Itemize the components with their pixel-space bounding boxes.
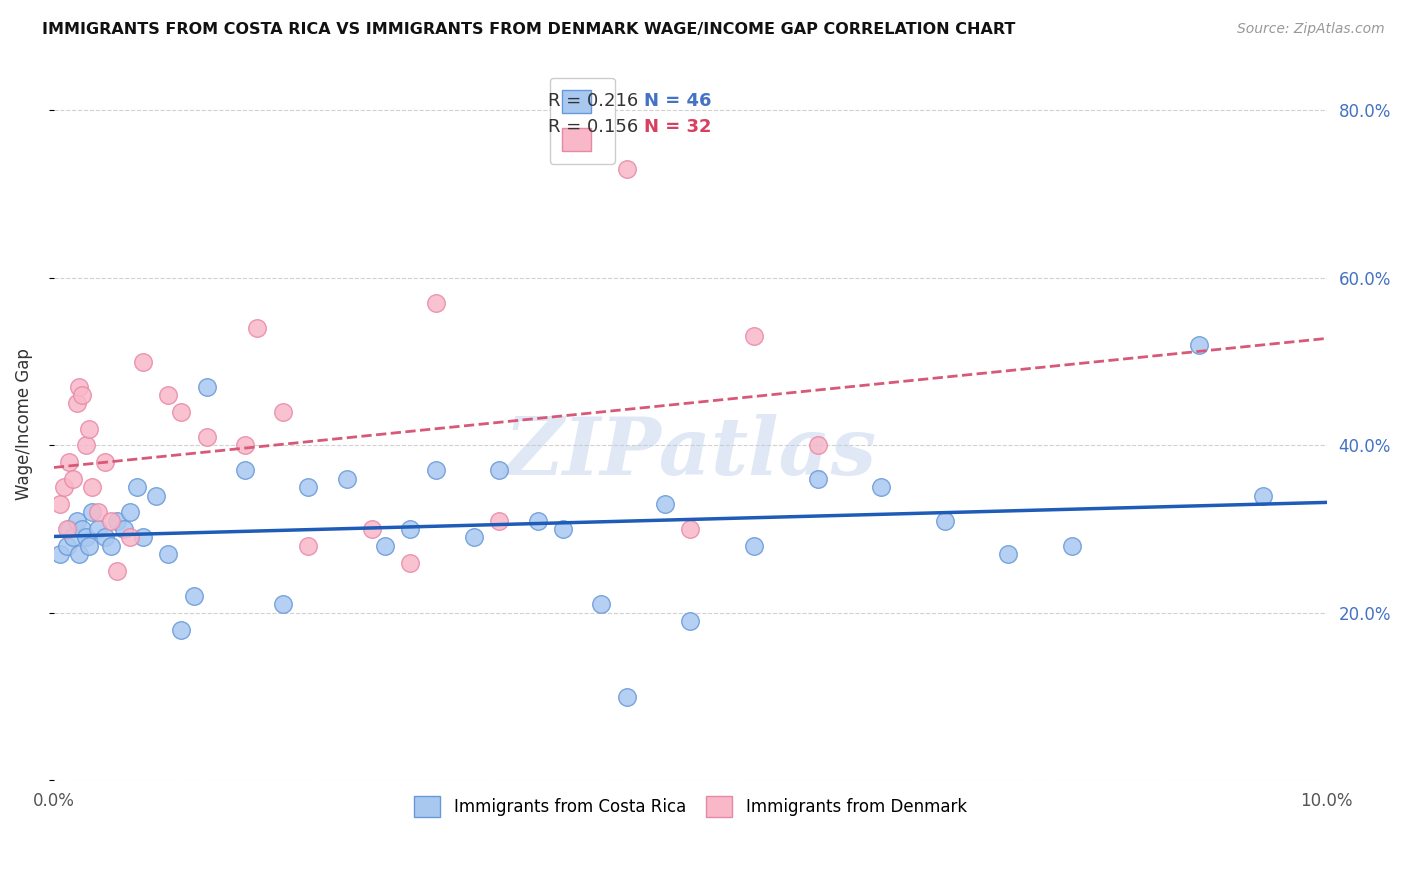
Point [1062, 539, 1084, 553]
Point [120, 505, 142, 519]
Point [107, 564, 129, 578]
Point [70, 388, 93, 402]
Point [66, 514, 89, 528]
Point [463, 531, 485, 545]
Point [80, 480, 103, 494]
Point [997, 547, 1019, 561]
Point [58, 455, 80, 469]
Point [526, 514, 548, 528]
Point [170, 623, 193, 637]
Text: ZIPatlas: ZIPatlas [505, 414, 876, 491]
Point [67, 547, 90, 561]
Point [107, 514, 129, 528]
Legend: Immigrants from Costa Rica, Immigrants from Denmark: Immigrants from Costa Rica, Immigrants f… [405, 788, 976, 825]
Point [49, 497, 72, 511]
Text: N = 46: N = 46 [644, 92, 711, 110]
Point [100, 514, 122, 528]
Point [271, 405, 294, 419]
Point [399, 522, 422, 536]
Text: IMMIGRANTS FROM COSTA RICA VS IMMIGRANTS FROM DENMARK WAGE/INCOME GAP CORRELATIO: IMMIGRANTS FROM COSTA RICA VS IMMIGRANTS… [42, 22, 1015, 37]
Text: Source: ZipAtlas.com: Source: ZipAtlas.com [1237, 22, 1385, 37]
Point [297, 539, 319, 553]
Point [336, 472, 359, 486]
Point [67, 380, 90, 394]
Point [806, 438, 828, 452]
Point [157, 388, 180, 402]
Point [112, 522, 135, 536]
Point [195, 430, 218, 444]
Point [75, 531, 97, 545]
Y-axis label: Wage/Income Gap: Wage/Income Gap [15, 349, 32, 500]
Text: N = 32: N = 32 [644, 118, 711, 136]
Point [70, 522, 93, 536]
Point [591, 598, 613, 612]
Point [488, 463, 510, 477]
Point [616, 161, 638, 176]
Point [80, 505, 103, 519]
Point [55, 522, 77, 536]
Point [94, 455, 117, 469]
Point [551, 522, 574, 536]
Point [75, 438, 97, 452]
Point [49, 547, 72, 561]
Point [679, 614, 702, 628]
Point [195, 380, 218, 394]
Point [58, 522, 80, 536]
Point [870, 480, 893, 494]
Point [246, 321, 269, 335]
Point [157, 547, 180, 561]
Point [62, 531, 84, 545]
Point [425, 463, 447, 477]
Point [742, 329, 765, 343]
Point [616, 690, 638, 704]
Point [233, 463, 256, 477]
Point [79, 421, 101, 435]
Point [66, 396, 89, 410]
Point [1251, 489, 1274, 503]
Point [100, 539, 122, 553]
Point [233, 438, 256, 452]
Point [79, 539, 101, 553]
Point [62, 472, 84, 486]
Point [742, 539, 765, 553]
Point [374, 539, 396, 553]
Point [361, 522, 384, 536]
Point [53, 480, 76, 494]
Point [1188, 338, 1211, 352]
Point [425, 296, 447, 310]
Text: R = 0.216: R = 0.216 [548, 92, 638, 110]
Point [145, 489, 167, 503]
Point [132, 531, 155, 545]
Point [654, 497, 676, 511]
Point [806, 472, 828, 486]
Point [132, 354, 155, 368]
Point [297, 480, 319, 494]
Point [94, 531, 117, 545]
Point [679, 522, 702, 536]
Point [87, 522, 110, 536]
Point [271, 598, 294, 612]
Text: R = 0.156: R = 0.156 [548, 118, 638, 136]
Point [399, 556, 422, 570]
Point [934, 514, 956, 528]
Point [120, 531, 142, 545]
Point [170, 405, 193, 419]
Point [183, 589, 205, 603]
Point [488, 514, 510, 528]
Point [125, 480, 148, 494]
Point [87, 505, 110, 519]
Point [55, 539, 77, 553]
